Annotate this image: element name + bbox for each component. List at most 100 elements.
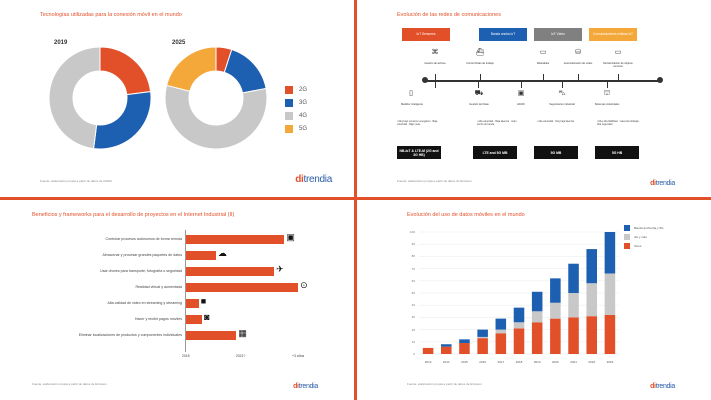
x-tick-label: 2018 — [515, 360, 523, 364]
bar-2016 — [477, 329, 488, 337]
benefit-icon: ■ — [200, 296, 207, 306]
bar — [185, 299, 199, 308]
benefit-icon: ✈ — [276, 264, 284, 274]
bottom-item-label: Gestión de flotas — [469, 103, 489, 106]
remote-monitoring-icon: ▭ — [614, 49, 622, 56]
logo-trendia: trendia — [303, 174, 333, 185]
bar-2022 — [586, 283, 597, 317]
legend-item-4g: 4G y más — [624, 234, 647, 240]
x-tick-label: 2023 — [606, 360, 614, 364]
bar-2015 — [459, 343, 470, 354]
logo-di: di — [295, 174, 304, 185]
timeline-line — [425, 80, 660, 82]
timeline-tick — [435, 82, 436, 88]
bar — [185, 267, 275, 276]
bottom-item-label: HD/4K — [517, 103, 525, 106]
donut-slice-2019-3g — [93, 91, 152, 150]
y-tick-label: 40 — [411, 303, 415, 308]
tech-block-5ghb: 5G HB — [595, 146, 639, 159]
bar-2018 — [513, 322, 525, 329]
top-item-label: Automatización de redes — [563, 62, 593, 65]
legend-label: Banda ancha fija y 5G — [634, 226, 664, 230]
bar-2014 — [441, 346, 452, 354]
benefit-icon: ▦ — [238, 328, 247, 338]
bar-2022 — [586, 316, 597, 354]
x-tick-label: 2017 — [497, 360, 505, 364]
logo-di: di — [650, 383, 656, 390]
bullet-list-video: • Alta velocidad · Muy baja latencia — [537, 120, 574, 123]
bar-label: Eliminar localizaciones de productos y c… — [78, 333, 182, 337]
x-tick-label: 2022 — [588, 360, 596, 364]
hd-video-icon: ▣ — [517, 90, 525, 97]
bar-2019 — [531, 291, 543, 312]
donut-slice-2025-4g — [164, 84, 268, 150]
bar-2017 — [495, 329, 507, 334]
donut-slice-2025-5g — [165, 46, 217, 92]
legend-item-4g: 4G — [285, 112, 307, 120]
x-tick-label: 2020 — [552, 360, 559, 364]
bottom-item-label: Medidor inteligente — [401, 103, 423, 106]
horizontal-divider — [0, 197, 711, 200]
y-tick-label: 20 — [411, 327, 415, 332]
industrial-systems-icon: ⛫ — [603, 90, 611, 97]
panel-mobile-data-usage: Evolución del uso de datos móviles en el… — [357, 200, 711, 400]
y-tick-label: 100 — [409, 230, 415, 234]
tag-iot-video: IoT Vídeo — [534, 28, 582, 41]
y-tick-label: 70 — [411, 266, 415, 271]
ditrendia-logo: ditrendia — [650, 180, 675, 187]
panel4-title: Evolución del uso de datos móviles en el… — [407, 212, 525, 218]
smart-meter-icon: ▯ — [409, 90, 413, 97]
bar — [185, 283, 299, 292]
vertical-divider — [354, 0, 357, 400]
year-label-2025: 2025 — [172, 40, 186, 46]
top-item-label: Monitorización de objetos remotos — [603, 62, 633, 68]
donut-slice-2025-3g — [223, 48, 267, 94]
bar-2023 — [604, 273, 616, 315]
bar-label: Alta calidad de video en streaming y str… — [107, 301, 182, 305]
legend-item-fixed-5g: Banda ancha fija y 5G — [624, 225, 664, 231]
y-tick-label: 50 — [411, 291, 415, 295]
timeline-tick — [480, 74, 481, 80]
y-tick-label: 60 — [411, 278, 415, 283]
bar-2021 — [568, 263, 579, 293]
panel1-source: Fuente: elaboración propia a partir de d… — [40, 179, 113, 183]
fleet-control-icon: ⛴ — [475, 49, 485, 56]
y-tick-label: 30 — [411, 315, 415, 320]
top-item-label: Control flotas de trabajo — [466, 62, 494, 65]
panel2-source: Fuente: elaboración propia a partir de d… — [397, 179, 472, 183]
timeline-tick — [562, 82, 563, 88]
bar-2023 — [604, 232, 616, 274]
bar-2016 — [477, 338, 488, 354]
bar-2023 — [604, 314, 616, 354]
bar-2017 — [495, 333, 507, 354]
logo-trendia: trendia — [655, 383, 676, 390]
x-tick-2018: 2018 — [182, 354, 190, 358]
legend-item-other: Otros — [624, 243, 641, 249]
ditrendia-logo: ditrendia — [293, 383, 318, 390]
timeline-tick — [618, 74, 619, 80]
bar-2019 — [531, 322, 543, 354]
legend-label: 4G — [299, 113, 308, 119]
bar-label: Usar drones para transporte, fotografía … — [100, 269, 182, 273]
timeline-tick — [543, 74, 544, 80]
timeline-end — [657, 77, 663, 83]
legend-label: 5G — [299, 126, 308, 132]
panel-industrial-benefits: Beneficios y frameworks para el desarrol… — [0, 200, 354, 400]
timeline-tick — [578, 74, 579, 80]
bar-2014 — [441, 344, 452, 347]
ditrendia-logo: ditrendia — [650, 383, 675, 390]
timeline-tick — [521, 82, 522, 88]
bar-2016 — [477, 336, 488, 339]
benefit-icon: ▣ — [286, 232, 295, 242]
legend-label: 3G — [299, 100, 308, 106]
x-tick-label: 2021 — [570, 360, 577, 364]
top-item-label: Gestión de activos — [424, 62, 446, 65]
legend-item-3g: 3G — [285, 99, 307, 107]
fleet-management-icon: ⛟ — [474, 90, 484, 97]
bar — [185, 315, 203, 324]
bar-2022 — [586, 249, 597, 284]
asset-management-icon: ⌘ — [431, 49, 439, 56]
tech-block-5gmb: 5G MB — [534, 146, 578, 159]
ditrendia-logo: ditrendia — [295, 174, 332, 185]
panel4-source: Fuente: elaboración propia a partir de d… — [407, 382, 482, 386]
